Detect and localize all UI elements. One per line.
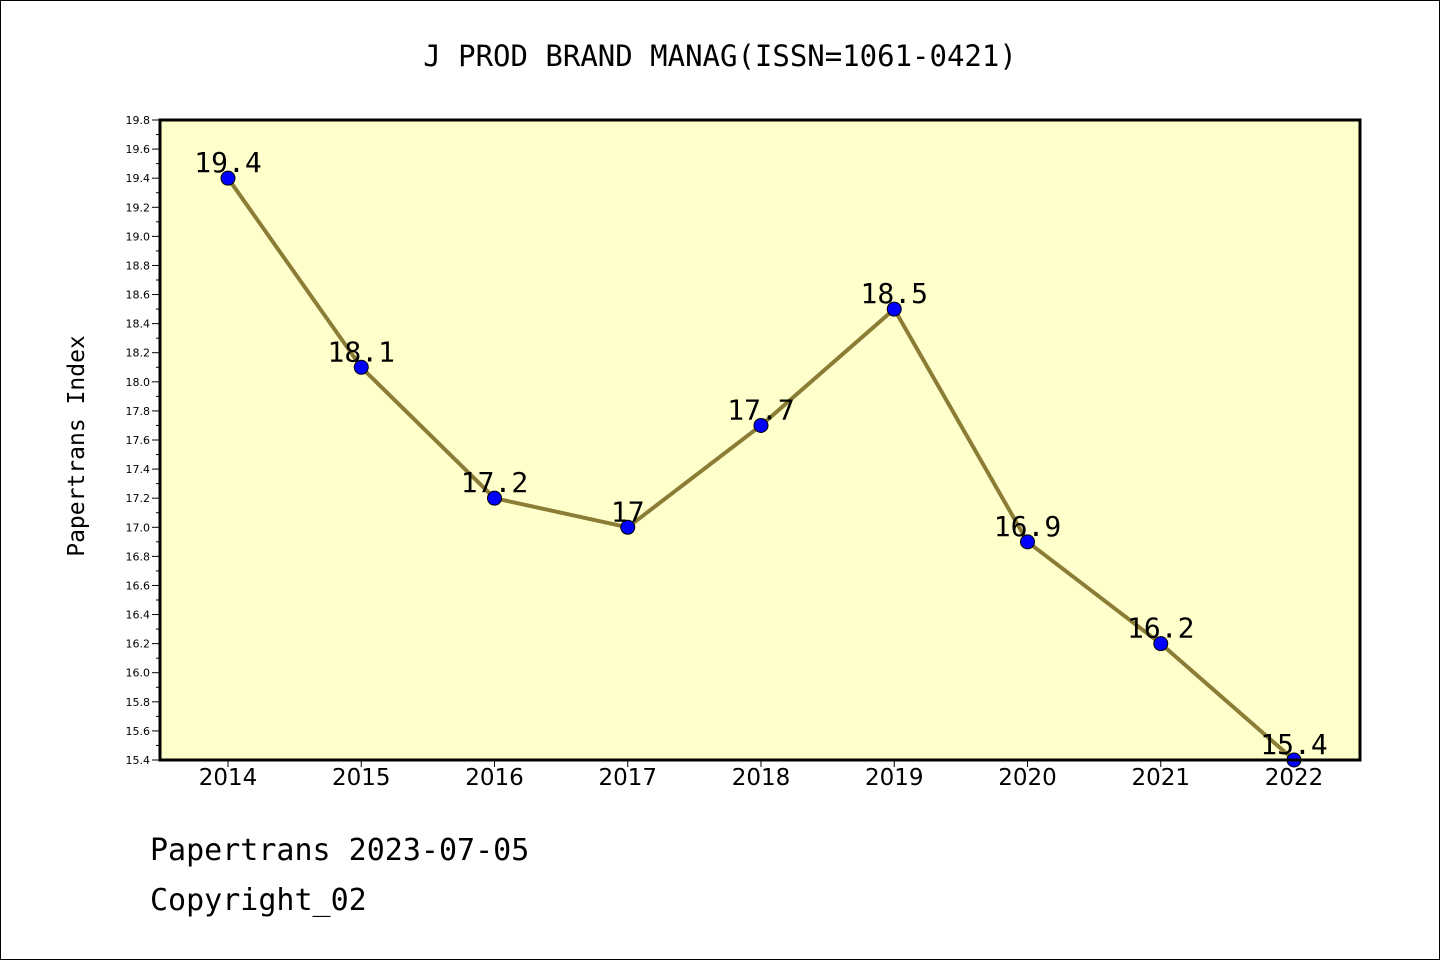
y-tick-label: 16.4 [126,609,151,622]
y-tick-label: 17.0 [126,521,151,534]
x-tick-label: 2017 [598,765,657,791]
data-label: 16.9 [994,510,1061,543]
data-label: 15.4 [1260,728,1327,761]
data-label: 16.2 [1127,612,1194,645]
x-tick-label: 2016 [465,765,524,791]
data-label: 18.5 [861,277,928,310]
y-tick-label: 15.6 [126,725,151,738]
data-point [353,359,369,375]
y-axis: 15.4 15.6 15.8 16.0 16.2 16.4 16.6 16.8 17.0 17.2… [126,114,160,767]
y-tick-label: 19.2 [126,201,151,214]
data-label: 17 [611,495,645,528]
y-tick-label: 15.8 [126,696,151,709]
x-tick-label: 2014 [199,765,258,791]
data-point [1020,534,1035,550]
x-axis: 2014 2015 2016 2017 2018 2019 2020 2021 2022 [199,760,1324,791]
y-tick-label: 19.0 [126,230,151,243]
y-tick-label: 17.4 [126,463,151,476]
y-axis-label: Papertrans Index [64,335,90,557]
data-label: 17.7 [727,393,794,426]
y-tick-label: 19.8 [126,114,151,127]
y-tick-label: 19.6 [126,143,151,156]
y-tick-label: 16.2 [126,638,151,651]
data-label: 18.1 [328,335,395,368]
y-tick-label: 16.8 [126,550,151,563]
y-tick-label: 18.8 [126,259,151,272]
y-tick-label: 18.0 [126,376,151,389]
plot-area [160,120,1360,760]
x-tick-label: 2019 [865,765,924,791]
x-tick-label: 2018 [732,765,791,791]
y-tick-label: 16.6 [126,579,151,592]
y-tick-label: 17.2 [126,492,151,505]
y-tick-label: 16.0 [126,667,151,680]
y-tick-label: 17.8 [126,405,151,418]
x-tick-label: 2015 [332,765,391,791]
data-point [620,519,636,535]
y-tick-label: 18.6 [126,289,151,302]
data-label: 19.4 [194,146,261,179]
y-tick-label: 15.4 [126,754,151,767]
data-point [1153,636,1169,652]
y-tick-label: 17.6 [126,434,151,447]
y-tick-label: 19.4 [126,172,151,185]
data-point [753,417,769,433]
chart-title: J PROD BRAND MANAG(ISSN=1061-0421) [423,39,1017,73]
y-tick-label: 18.2 [126,347,151,360]
footer-date: Papertrans 2023-07-05 [150,833,530,868]
x-tick-label: 2021 [1131,765,1190,791]
y-tick-label: 18.4 [126,318,151,331]
data-point [886,301,902,317]
footer-copyright: Copyright_02 [150,883,367,918]
plot-border [158,118,1362,762]
data-point [487,490,502,506]
x-tick-label: 2020 [998,765,1057,791]
data-point [220,170,236,186]
x-tick-label: 2022 [1265,765,1324,791]
data-label: 17.2 [461,466,528,499]
